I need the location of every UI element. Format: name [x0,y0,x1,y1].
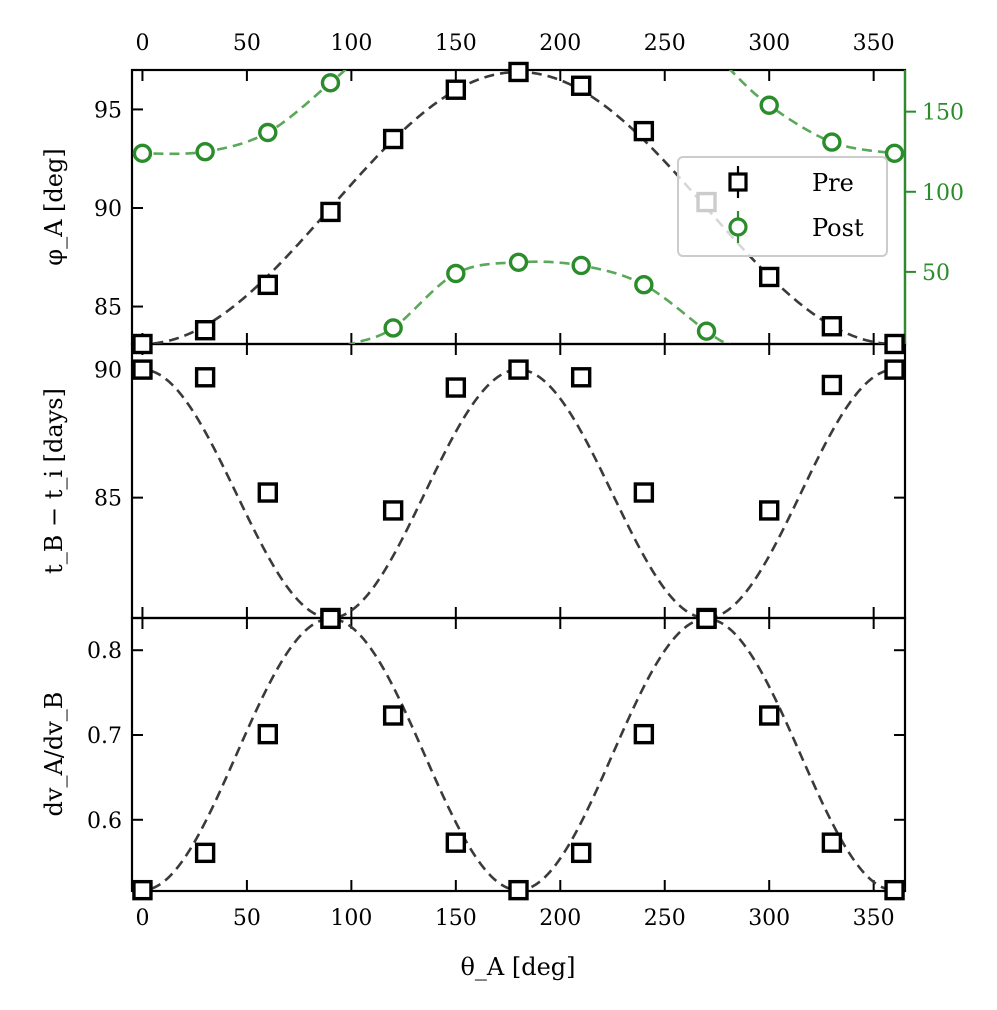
y-tick-label-middle: 85 [94,487,122,512]
y-tick-label-top: 95 [94,98,122,123]
x-tick-label: 0 [135,906,149,931]
point-bottom-pre-240 [633,723,655,745]
middle-y-axis-label: t_B − t_i [days] [40,388,68,574]
point-top-post-30 [195,142,215,162]
top-x-tick-label: 200 [539,31,581,56]
point-middle-pre-60 [257,482,278,503]
point-bottom-pre-0 [132,879,153,901]
tick-labels: 85 90 95 85 90 0.6 0.7 0.8 50 100 150 0 50 100 150 200 2… [87,31,964,931]
point-bottom-pre-210 [570,842,592,864]
point-top-post-330 [822,132,842,152]
y-tick-label-bottom: 0.8 [87,639,122,664]
point-bottom-pre-120 [382,705,404,726]
x-tick-label: 200 [539,906,581,931]
point-top-post-180 [508,252,529,272]
point-middle-pre-300 [759,500,780,521]
top-x-tick-label: 100 [330,31,372,56]
x-axis-label: θ_A [deg] [460,953,575,981]
legend-label-pre: Pre [812,169,854,197]
point-middle-pre-120 [382,500,404,521]
secondary-y-tick-label: 150 [922,101,964,126]
point-middle-pre-180 [508,359,529,380]
point-top-pre-120 [382,128,404,150]
secondary-y-tick-label: 100 [922,181,964,206]
point-top-post-0 [132,143,153,164]
point-top-pre-300 [759,266,780,288]
y-tick-label-bottom: 0.6 [87,809,122,834]
bottom-y-axis-label: dv_A/dv_B [40,692,68,817]
point-top-pre-90 [320,201,341,223]
point-middle-pre-30 [194,367,216,388]
point-top-pre-330 [821,316,843,337]
top-x-tick-label: 350 [853,31,895,56]
fit-curve-top-post-1 [132,70,347,156]
point-top-pre-180 [508,61,529,83]
point-top-pre-30 [194,320,216,341]
point-bottom-pre-360 [884,879,905,901]
legend-marker-post [728,211,748,243]
panel-middle-frame [130,342,907,620]
point-bottom-pre-180 [508,879,529,901]
point-middle-pre-210 [570,367,592,388]
point-bottom-pre-300 [759,705,780,726]
legend-marker-pre [728,166,748,198]
point-top-post-270 [696,321,717,341]
top-x-tick-label: 150 [435,31,477,56]
point-top-pre-360 [884,333,905,355]
y-tick-label-top: 90 [94,197,122,222]
point-middle-pre-240 [633,482,655,503]
top-x-tick-label: 0 [135,31,149,56]
fit-curve-top-post-0 [347,260,731,344]
point-top-post-360 [884,143,905,164]
x-tick-label: 350 [853,906,895,931]
fit-curve-middle-pre [132,368,905,618]
secondary-y-tick-label: 50 [922,261,950,286]
point-top-pre-210 [570,75,592,96]
point-top-pre-150 [445,79,467,100]
top-x-tick-label: 50 [233,31,261,56]
data-points [132,61,905,901]
y-tick-label-bottom: 0.7 [87,724,122,749]
fit-curve-bottom-pre [132,618,905,891]
point-bottom-pre-330 [821,832,843,853]
x-tick-label: 150 [435,906,477,931]
legend: Pre Post [677,156,888,257]
point-bottom-pre-30 [194,842,216,864]
point-bottom-pre-90 [320,608,341,630]
point-top-post-240 [634,275,654,295]
point-top-pre-60 [257,274,278,296]
y-tick-label-top: 85 [94,296,122,321]
x-tick-label: 50 [233,906,261,931]
point-bottom-pre-60 [257,723,278,745]
point-top-post-120 [383,318,403,338]
point-bottom-pre-150 [445,832,467,853]
top-x-tick-label: 300 [748,31,790,56]
panel-bottom-frame [130,616,907,893]
x-tick-label: 250 [644,906,686,931]
point-top-pre-0 [132,333,153,355]
point-top-post-60 [258,122,278,143]
top-x-tick-label: 250 [644,31,686,56]
point-middle-pre-360 [884,359,905,380]
y-tick-label-middle: 90 [94,359,122,384]
point-middle-pre-150 [445,377,467,398]
point-top-post-300 [759,95,779,115]
point-top-post-210 [571,255,591,276]
top-y-axis-label: φ_A [deg] [40,148,68,265]
point-middle-pre-0 [132,359,153,380]
x-tick-label: 300 [748,906,790,931]
x-tick-label: 100 [330,906,372,931]
point-top-pre-240 [633,120,655,142]
point-top-post-90 [320,73,341,93]
point-middle-pre-330 [821,374,843,396]
point-top-post-150 [446,263,466,284]
point-bottom-pre-270 [696,608,717,630]
ticks [132,70,916,891]
legend-label-post: Post [812,214,864,242]
